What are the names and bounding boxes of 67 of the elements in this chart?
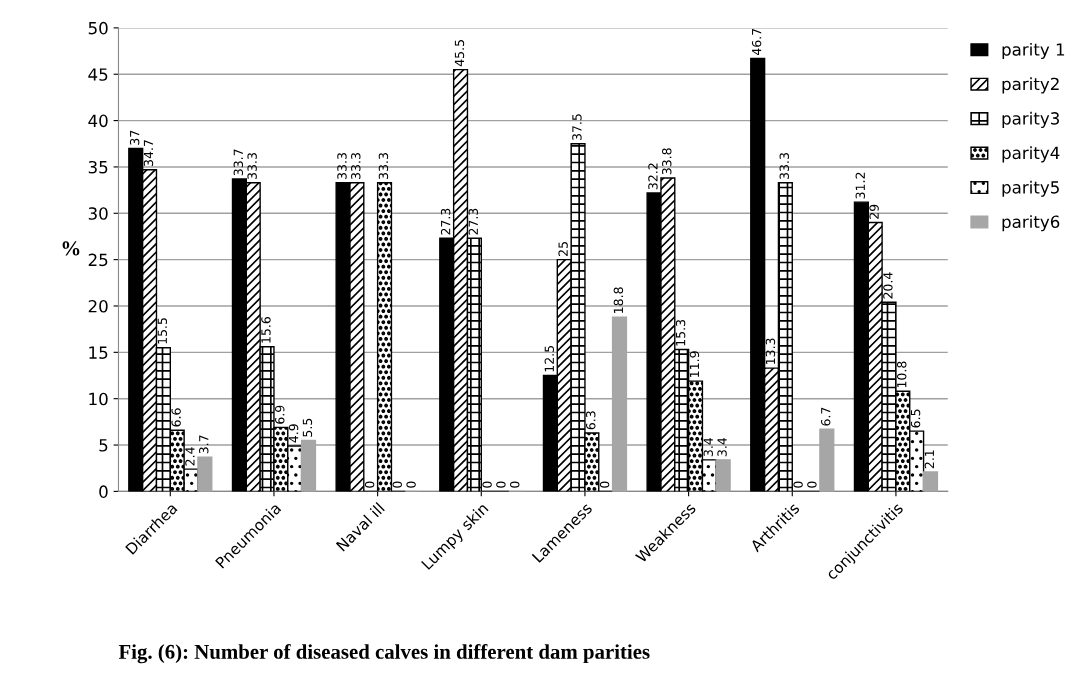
legend-label: parity3 [1002,111,1059,128]
data-label: 15.5 [157,318,168,344]
data-label: 32.2 [648,163,658,190]
data-label: 0 [599,481,610,488]
data-label: 20.4 [883,272,893,299]
data-label: 6.6 [171,408,181,427]
data-label: 0 [793,481,803,488]
data-label: 0 [392,481,402,488]
data-label: 6.9 [275,405,285,424]
data-label: 37 [129,130,140,145]
data-label: 6.7 [820,407,831,426]
data-label: 31.2 [855,172,865,199]
data-label: 18.8 [613,287,624,313]
data-label: 33.3 [337,153,347,179]
data-label: 10.8 [897,361,907,388]
data-label: 45.5 [454,40,465,67]
data-label: 12.5 [544,345,555,372]
y-tick-label: 50 [88,21,108,35]
text: Fig. (6): Number of diseased calves in different dam parities [118,644,650,664]
y-tick-label: 20 [88,299,108,313]
data-label: 15.6 [261,316,271,343]
legend-label: parity5 [1002,180,1059,197]
y-tick-label: 45 [88,68,108,81]
y-tick-label: 15 [89,346,108,359]
data-label: 0 [406,481,416,488]
data-label: 27.3 [440,208,451,235]
data-label: 33.3 [378,153,389,179]
legend-label: parity 1 [1002,42,1065,60]
data-label: 29 [869,204,879,219]
data-label: 46.7 [751,28,762,56]
data-label: 4.9 [288,424,299,443]
legend-label: parity4 [1002,146,1060,163]
y-tick-label: 25 [88,253,108,267]
data-label: 2.1 [924,450,934,469]
legend-label: parity6 [1002,215,1060,232]
y-tick-label: 30 [88,207,108,220]
data-label: 2.4 [185,447,195,466]
data-label: 25 [558,242,568,256]
y-tick-label: 0 [99,485,108,498]
data-label: 33.7 [233,149,244,176]
data-label: 6.3 [586,411,596,430]
data-label: 33.8 [662,148,672,175]
y-axis-title: % [62,241,80,256]
data-label: 27.3 [468,208,478,235]
data-label: 0 [807,481,817,488]
data-label: 6.5 [910,409,921,428]
y-tick-label: 40 [88,114,108,128]
data-label: 0 [510,481,520,488]
data-label: 37.5 [572,114,582,141]
y-tick-label: 5 [99,439,108,452]
data-label: 0 [496,481,506,488]
data-label: 33.3 [351,153,361,179]
y-tick-label: 35 [88,160,108,174]
data-label: 5.5 [302,418,313,437]
data-label: 11.9 [689,351,700,377]
data-label: 33.3 [779,153,789,179]
data-label: 13.3 [765,338,776,364]
data-label: 3.4 [717,437,727,457]
legend-label: parity2 [1002,77,1059,94]
data-label: 33.3 [247,153,257,179]
data-label: 3.4 [703,437,713,457]
data-label: 3.7 [199,435,209,454]
data-label: 0 [482,481,492,488]
y-tick-label: 10 [89,392,108,406]
data-label: 0 [364,481,375,488]
data-label: 34.7 [143,140,154,166]
data-label: 15.3 [675,319,686,346]
